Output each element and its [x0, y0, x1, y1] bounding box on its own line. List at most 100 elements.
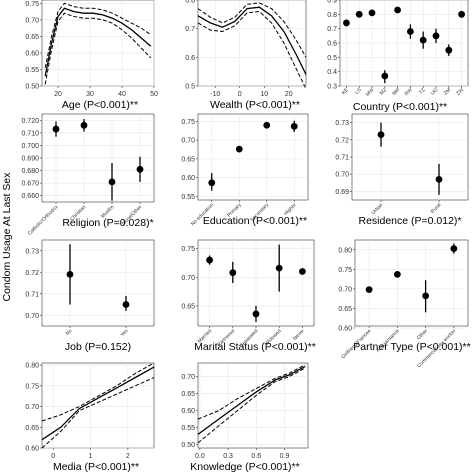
y-tick-label: 0.60 — [181, 175, 195, 182]
point-estimate — [422, 292, 430, 300]
y-tick-label: 0.720 — [21, 118, 39, 125]
y-tick-label: 0.70 — [25, 404, 39, 411]
point-estimate — [263, 121, 271, 129]
point-estimate — [458, 10, 465, 18]
y-tick-label: 0.60 — [181, 408, 195, 415]
point-estimate — [80, 121, 88, 129]
point-estimate — [52, 125, 60, 133]
x-tick-label: 0 — [238, 91, 242, 98]
panel-title: Education (P<0.001)** — [203, 215, 307, 227]
y-tick-label: 0.690 — [21, 156, 39, 163]
y-tick-label: 0.710 — [21, 130, 39, 137]
y-tick-label: 0.50 — [181, 442, 195, 449]
y-tick-label: 0.4 — [327, 69, 337, 76]
x-category-label: MW — [365, 87, 376, 98]
x-tick-label: 0.0 — [195, 453, 205, 460]
y-tick-label: 0.70 — [181, 374, 195, 381]
point-estimate — [206, 256, 214, 264]
y-tick-label: 0.70 — [338, 286, 352, 293]
y-tick-label: 0.70 — [181, 138, 195, 145]
y-tick-label: 0.670 — [21, 181, 39, 188]
x-tick-label: 50 — [150, 91, 158, 98]
panel-age: 0.50 0.55 0.60 0.65 0.70 0.75 20 30 40 50 Age (P<0… — [25, 0, 158, 111]
y-tick-label: 0.72 — [25, 270, 39, 277]
x-tick-label: 30 — [86, 91, 94, 98]
y-tick-label: 0.80 — [338, 247, 352, 254]
point-estimate — [229, 269, 237, 277]
x-category-label: Never — [292, 328, 306, 342]
y-tick-label: 0.60 — [338, 325, 352, 332]
y-tick-label: 0.65 — [181, 156, 195, 163]
y-tick-label: 0.69 — [335, 189, 349, 196]
y-tick-label: 0.80 — [25, 363, 39, 370]
point-estimate — [136, 165, 144, 173]
point-estimate — [108, 178, 116, 186]
point-estimate — [368, 9, 376, 17]
x-category-label: ZM — [443, 87, 452, 96]
y-tick-label: 0.6 — [185, 55, 195, 62]
point-estimate — [275, 264, 283, 272]
point-estimate — [355, 10, 363, 18]
point-estimate — [419, 36, 427, 44]
panel-title: Country (P<0.001)** — [353, 101, 447, 113]
x-category-label: No — [65, 328, 74, 337]
x-category-label: UG — [430, 87, 440, 97]
point-estimate — [435, 175, 443, 183]
x-category-label: Other — [416, 328, 429, 341]
y-tick-label: 0.9 — [327, 0, 337, 5]
y-tick-label: 0.71 — [25, 291, 39, 298]
y-tick-label: 0.65 — [25, 34, 39, 41]
point-estimate — [432, 32, 440, 40]
x-tick-label: 1 — [89, 453, 93, 460]
y-tick-label: 0.73 — [335, 120, 349, 127]
y-tick-label: 0.60 — [25, 446, 39, 453]
point-estimate — [122, 301, 130, 308]
y-tick-label: 0.7 — [185, 26, 195, 33]
point-estimate — [235, 145, 243, 153]
ci-lower-line — [197, 10, 307, 90]
y-axis-label: Condom Usage At Last Sex — [1, 172, 13, 302]
y-tick-label: 0.75 — [25, 1, 39, 8]
ci-lower-line — [197, 367, 306, 444]
x-category-label: Catholic/Orthodox — [27, 204, 60, 237]
point-estimate — [66, 271, 74, 278]
x-tick-label: 40 — [118, 91, 126, 98]
x-tick-label: 0 — [51, 453, 55, 460]
x-category-label: Urban — [371, 202, 385, 216]
estimate-line — [197, 365, 306, 435]
panel-frame — [197, 113, 309, 201]
panel-knowledge: 0.50 0.55 0.60 0.65 0.70 0.0 0.3 0.6 0.9Knowledg… — [181, 362, 309, 473]
y-tick-label: 0.50 — [25, 84, 39, 91]
panel-title: Media (P<0.001)** — [53, 461, 139, 473]
y-tick-label: 0.55 — [181, 194, 195, 201]
y-tick-label: 0.65 — [338, 306, 352, 313]
x-tick-label: 0.3 — [223, 453, 233, 460]
y-tick-label: 0.55 — [25, 67, 39, 74]
ci-upper-line — [197, 364, 306, 420]
y-tick-label: 0.660 — [21, 193, 39, 200]
point-estimate — [407, 28, 414, 35]
x-category-label: MZ — [379, 87, 388, 96]
panel-title: Wealth (P<0.001)** — [210, 99, 300, 111]
y-tick-label: 0.75 — [181, 119, 195, 126]
y-tick-label: 0.73 — [25, 248, 39, 255]
estimate-line — [197, 6, 307, 75]
point-estimate — [381, 72, 389, 80]
x-tick-label: 20 — [54, 91, 62, 98]
y-tick-label: 0.75 — [25, 383, 39, 390]
y-tick-label: 0.65 — [25, 425, 39, 432]
x-tick-label: 2 — [126, 453, 130, 460]
panel-title: Knowledge (P<0.001)** — [190, 461, 299, 473]
point-estimate — [343, 19, 350, 27]
y-tick-label: 0.700 — [21, 143, 39, 150]
panel-title: Job (P=0.152) — [65, 341, 131, 353]
y-tick-label: 0.8 — [327, 12, 337, 19]
x-category-label: LS — [354, 87, 363, 96]
estimate-line — [41, 366, 155, 441]
estimate-line — [44, 7, 152, 77]
